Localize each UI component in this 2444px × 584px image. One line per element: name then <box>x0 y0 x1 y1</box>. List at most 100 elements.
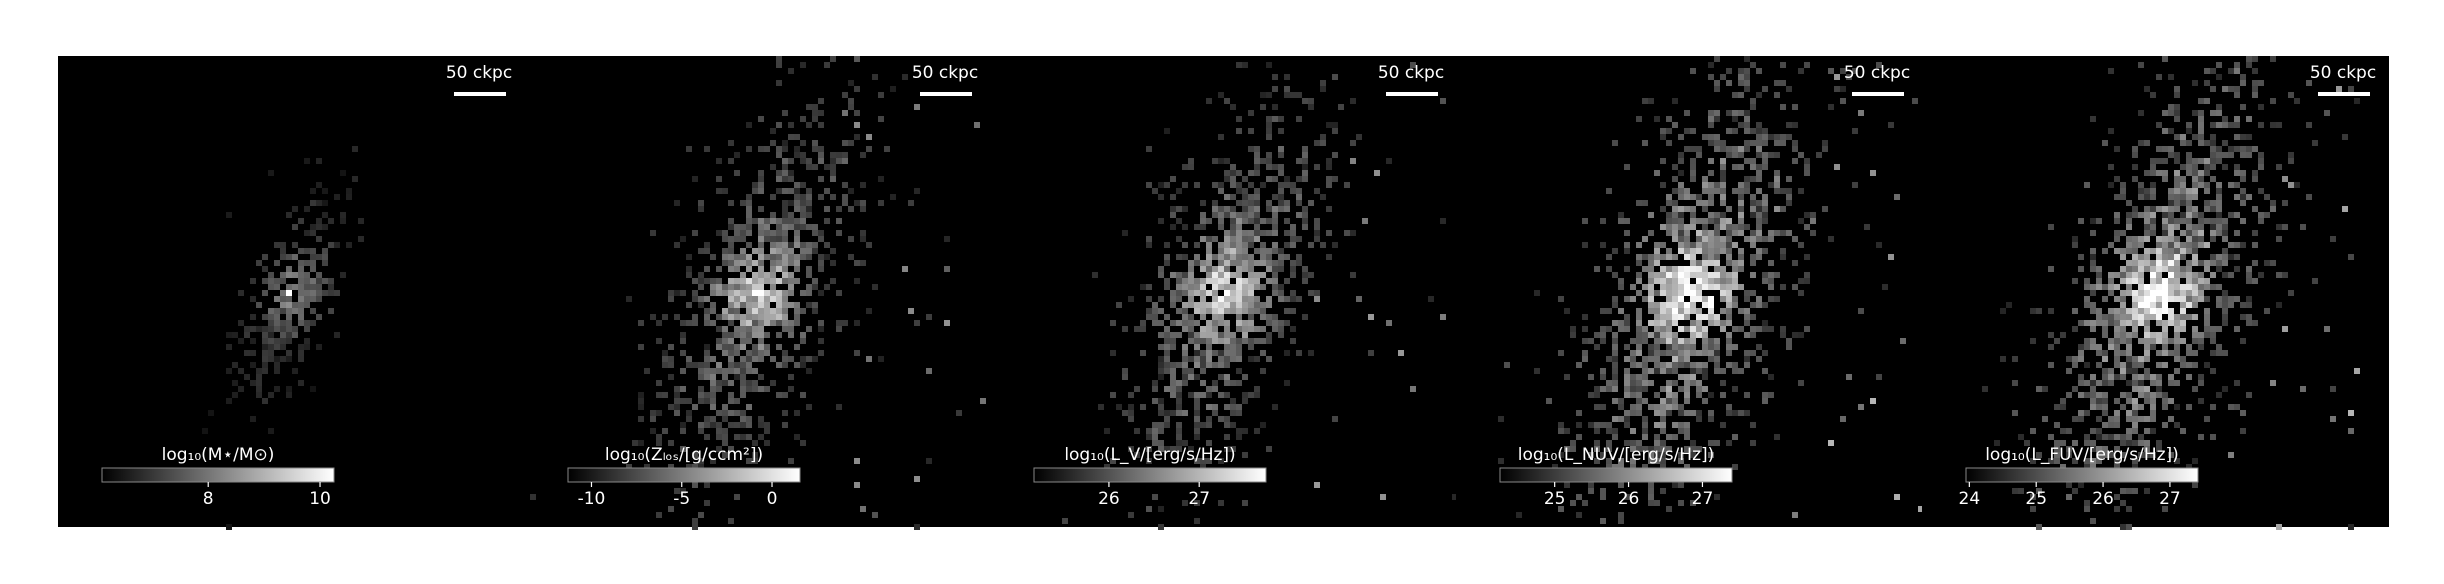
pixel <box>316 344 322 350</box>
pixel <box>1218 320 1224 326</box>
pixel <box>794 308 800 314</box>
pixel <box>770 266 776 272</box>
pixel <box>854 482 860 488</box>
pixel <box>704 242 710 248</box>
pixel <box>812 104 818 110</box>
pixel <box>758 374 764 380</box>
pixel <box>1266 116 1272 122</box>
pixel <box>782 326 788 332</box>
pixel <box>2108 128 2114 134</box>
pixel <box>1176 434 1182 440</box>
pixel <box>680 350 686 356</box>
pixel <box>2174 200 2180 206</box>
pixel <box>1242 392 1248 398</box>
pixel <box>2330 386 2336 392</box>
pixel <box>1642 368 1648 374</box>
pixel <box>1918 506 1924 512</box>
pixel <box>2138 356 2144 362</box>
pixel <box>674 200 680 206</box>
pixel <box>1726 242 1732 248</box>
pixel <box>1206 326 1212 332</box>
pixel <box>1714 224 1720 230</box>
pixel <box>1600 488 1606 494</box>
pixel <box>2186 218 2192 224</box>
pixel <box>2240 80 2246 86</box>
pixel <box>2174 248 2180 254</box>
pixel <box>2120 434 2126 440</box>
pixel <box>530 494 536 500</box>
pixel <box>1696 350 1702 356</box>
pixel <box>782 356 788 362</box>
pixel <box>752 248 758 254</box>
pixel <box>1278 296 1284 302</box>
pixel <box>1882 284 1888 290</box>
pixel <box>2240 74 2246 80</box>
colorbar-tick-label: 24 <box>1959 489 1981 509</box>
pixel <box>1618 464 1624 470</box>
pixel <box>1810 218 1816 224</box>
pixel <box>860 236 866 242</box>
pixel <box>794 434 800 440</box>
pixel <box>1780 140 1786 146</box>
pixel <box>704 392 710 398</box>
pixel <box>1642 398 1648 404</box>
pixel <box>274 344 280 350</box>
pixel <box>2150 428 2156 434</box>
pixel <box>1738 194 1744 200</box>
pixel <box>734 284 740 290</box>
pixel <box>1762 320 1768 326</box>
pixel <box>1642 236 1648 242</box>
pixel <box>1708 278 1714 284</box>
pixel <box>878 116 884 122</box>
pixel <box>2246 302 2252 308</box>
pixel <box>2162 158 2168 164</box>
pixel <box>1176 332 1182 338</box>
pixel <box>1714 272 1720 278</box>
pixel <box>1284 206 1290 212</box>
pixel <box>2102 422 2108 428</box>
pixel <box>746 206 752 212</box>
pixel <box>1690 206 1696 212</box>
pixel <box>1714 314 1720 320</box>
pixel <box>2156 260 2162 266</box>
pixel <box>1248 290 1254 296</box>
pixel <box>770 278 776 284</box>
pixel <box>2156 332 2162 338</box>
pixel <box>1660 242 1666 248</box>
pixel <box>818 236 824 242</box>
pixel <box>782 236 788 242</box>
pixel <box>1702 386 1708 392</box>
pixel <box>1798 332 1804 338</box>
pixel <box>1588 488 1594 494</box>
pixel <box>1732 230 1738 236</box>
pixel <box>2162 260 2168 266</box>
pixel <box>268 314 274 320</box>
pixel <box>1188 326 1194 332</box>
pixel <box>1200 362 1206 368</box>
pixel <box>2276 272 2282 278</box>
pixel <box>2108 278 2114 284</box>
pixel <box>1696 260 1702 266</box>
pixel <box>824 254 830 260</box>
pixel <box>794 320 800 326</box>
pixel <box>2240 302 2246 308</box>
pixel <box>1678 428 1684 434</box>
pixel <box>728 218 734 224</box>
pixel <box>2144 398 2150 404</box>
pixel <box>1290 188 1296 194</box>
pixel <box>2192 314 2198 320</box>
pixel <box>1158 440 1164 446</box>
pixel <box>788 326 794 332</box>
pixel <box>1182 308 1188 314</box>
pixel <box>2168 338 2174 344</box>
pixel <box>1744 80 1750 86</box>
pixel <box>1642 326 1648 332</box>
pixel <box>1660 464 1666 470</box>
pixel <box>1206 356 1212 362</box>
pixel <box>1720 176 1726 182</box>
pixel <box>1128 296 1134 302</box>
pixel <box>818 176 824 182</box>
pixel <box>1092 272 1098 278</box>
pixel <box>1636 446 1642 452</box>
pixel <box>1660 428 1666 434</box>
